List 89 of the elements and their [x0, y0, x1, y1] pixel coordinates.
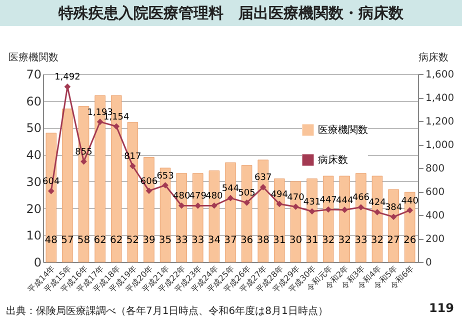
data-label: 57 — [61, 235, 74, 246]
data-label: 33 — [354, 235, 368, 246]
data-label: 653 — [156, 171, 174, 182]
data-label: 424 — [368, 198, 386, 208]
data-label: 62 — [110, 235, 123, 246]
data-label: 34 — [208, 235, 221, 246]
data-label: 32 — [338, 235, 351, 246]
point — [308, 208, 316, 215]
y-tick-label: 0 — [34, 256, 42, 270]
point — [325, 206, 332, 213]
bar — [241, 165, 252, 262]
y2-axis-title: 病床数 — [418, 52, 448, 64]
data-label: 30 — [289, 235, 302, 246]
y-axis-title: 医療機関数 — [8, 52, 58, 64]
data-label: 27 — [387, 235, 400, 246]
point — [260, 184, 266, 190]
data-label: 431 — [303, 197, 321, 208]
y2-tick-label: 1,600 — [426, 70, 454, 80]
bar — [62, 108, 73, 262]
point — [390, 214, 397, 220]
y2-tick-label: 0 — [426, 258, 432, 268]
data-label: 36 — [240, 235, 254, 246]
data-label: 444 — [336, 196, 354, 206]
y2-tick-label: 1,400 — [426, 93, 454, 104]
point — [406, 207, 414, 214]
data-label: 32 — [322, 235, 335, 246]
data-label: 48 — [44, 235, 58, 246]
point — [96, 118, 104, 125]
point — [211, 202, 218, 209]
chart-title: 特殊疾患入院医療管理料 届出医療機関数・病床数 — [0, 0, 462, 26]
point — [80, 158, 87, 165]
point — [227, 194, 234, 202]
data-label: 480 — [172, 192, 190, 202]
data-label: 494 — [270, 190, 288, 200]
point — [130, 162, 136, 170]
data-label: 447 — [320, 195, 337, 206]
point — [64, 84, 71, 90]
y-tick-label: 40 — [26, 148, 42, 162]
point — [358, 204, 364, 210]
data-label: 33 — [192, 235, 204, 246]
point — [341, 206, 348, 213]
point — [48, 188, 54, 194]
data-label: 31 — [273, 235, 286, 246]
y2-tick-label: 800 — [426, 164, 445, 174]
data-label: 637 — [254, 173, 272, 184]
point — [292, 204, 299, 210]
data-label: 505 — [238, 188, 256, 199]
point — [276, 200, 283, 208]
y-tick-label: 50 — [26, 121, 42, 136]
point — [146, 188, 152, 194]
y-tick-label: 20 — [26, 202, 42, 216]
data-label: 39 — [142, 235, 156, 246]
y2-tick-label: 1,200 — [426, 116, 454, 128]
y-tick-label: 30 — [26, 174, 42, 189]
data-label: 35 — [158, 235, 172, 246]
point — [244, 200, 250, 206]
source-note: 出典：保険局医療課調べ（各年7月1日時点、令和6年度は8月1日時点） — [6, 304, 328, 318]
text: 119 — [428, 301, 454, 315]
data-label: 544 — [222, 184, 240, 194]
legend-label: 医療機関数 — [318, 124, 368, 136]
y-tick-label: 10 — [26, 228, 42, 243]
data-label: 440 — [401, 196, 419, 206]
y-tick-label: 60 — [26, 94, 42, 108]
data-label: 62 — [94, 235, 106, 246]
data-label: 31 — [306, 235, 318, 246]
data-label: 52 — [126, 235, 140, 246]
data-label: 1,492 — [54, 72, 80, 83]
data-label: 38 — [256, 235, 270, 246]
data-label: 58 — [77, 235, 90, 246]
point — [374, 209, 380, 216]
point — [162, 182, 168, 188]
data-label: 37 — [224, 235, 237, 246]
data-label: 466 — [352, 193, 370, 204]
data-label: 479 — [189, 192, 207, 202]
data-label: 33 — [175, 235, 188, 246]
y-tick-label: 70 — [26, 68, 42, 82]
data-label: 32 — [370, 235, 384, 246]
point — [113, 123, 120, 130]
data-label: 470 — [287, 192, 305, 203]
data-label: 26 — [403, 235, 416, 246]
data-label: 384 — [384, 202, 402, 213]
point — [178, 202, 185, 209]
point — [194, 202, 202, 209]
data-label: 480 — [206, 192, 224, 202]
y2-tick-label: 600 — [426, 187, 445, 198]
legend-label: 病床数 — [318, 154, 348, 166]
y2-tick-label: 1,000 — [426, 140, 454, 151]
y2-tick-label: 200 — [426, 234, 445, 245]
y2-tick-label: 400 — [426, 210, 445, 222]
